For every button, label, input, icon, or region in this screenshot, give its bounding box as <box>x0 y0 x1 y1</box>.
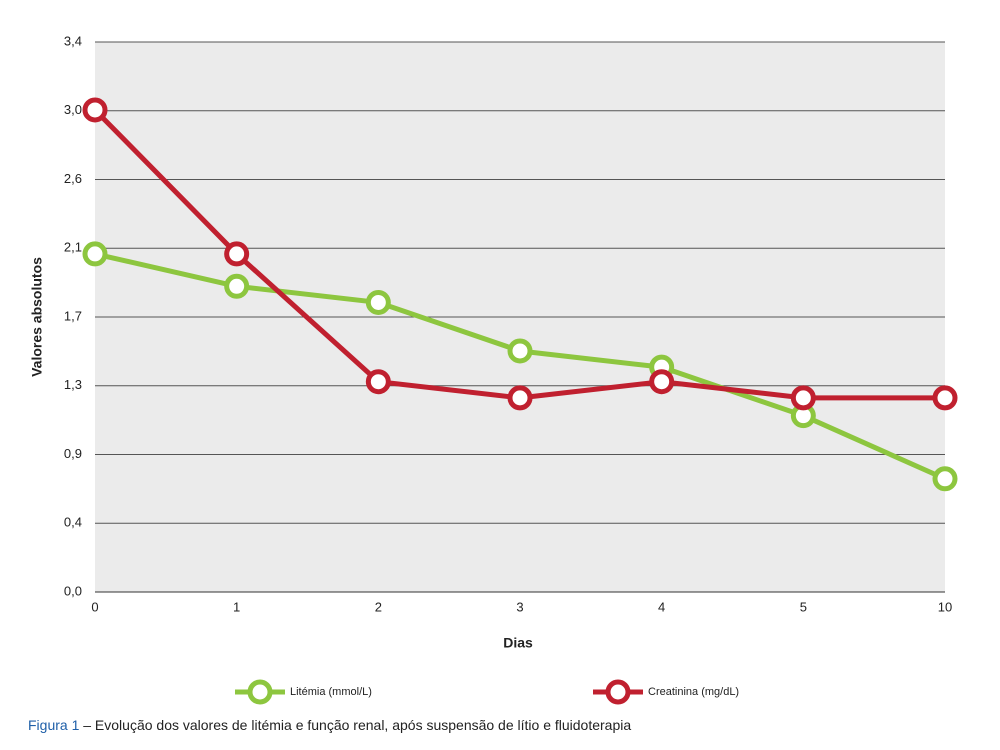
data-point <box>507 338 533 364</box>
legend-label: Creatinina (mg/dL) <box>648 686 739 698</box>
y-tick-label: 2,6 <box>64 171 82 186</box>
y-tick-label: 0,9 <box>64 446 82 461</box>
legend-swatch-marker <box>247 679 273 705</box>
data-point <box>790 385 816 411</box>
y-tick-label: 3,0 <box>64 102 82 117</box>
data-point <box>932 466 958 492</box>
x-tick-label: 3 <box>516 599 523 614</box>
data-point <box>507 385 533 411</box>
data-point <box>365 289 391 315</box>
x-tick-label: 10 <box>938 599 952 614</box>
x-tick-label: 4 <box>658 599 665 614</box>
data-point <box>224 241 250 267</box>
legend-swatch-marker <box>605 679 631 705</box>
data-point <box>82 241 108 267</box>
y-tick-label: 3,4 <box>64 33 82 48</box>
x-tick-label: 1 <box>233 599 240 614</box>
caption: Figura 1 – Evolução dos valores de litém… <box>28 717 631 733</box>
data-point <box>932 385 958 411</box>
y-tick-label: 2,1 <box>64 240 82 255</box>
caption-label: Figura 1 <box>28 717 80 733</box>
x-axis-label: Dias <box>503 635 533 651</box>
data-point <box>365 369 391 395</box>
y-tick-label: 0,4 <box>64 515 82 530</box>
data-point <box>224 273 250 299</box>
x-tick-label: 0 <box>91 599 98 614</box>
caption-text: – Evolução dos valores de litémia e funç… <box>83 717 631 733</box>
data-point <box>649 369 675 395</box>
data-point <box>82 97 108 123</box>
y-tick-label: 1,7 <box>64 308 82 323</box>
x-tick-label: 2 <box>375 599 382 614</box>
legend-label: Litémia (mmol/L) <box>290 686 372 698</box>
x-tick-label: 5 <box>800 599 807 614</box>
y-tick-label: 1,3 <box>64 377 82 392</box>
y-axis-label: Valores absolutos <box>29 257 45 377</box>
y-tick-label: 0,0 <box>64 583 82 598</box>
